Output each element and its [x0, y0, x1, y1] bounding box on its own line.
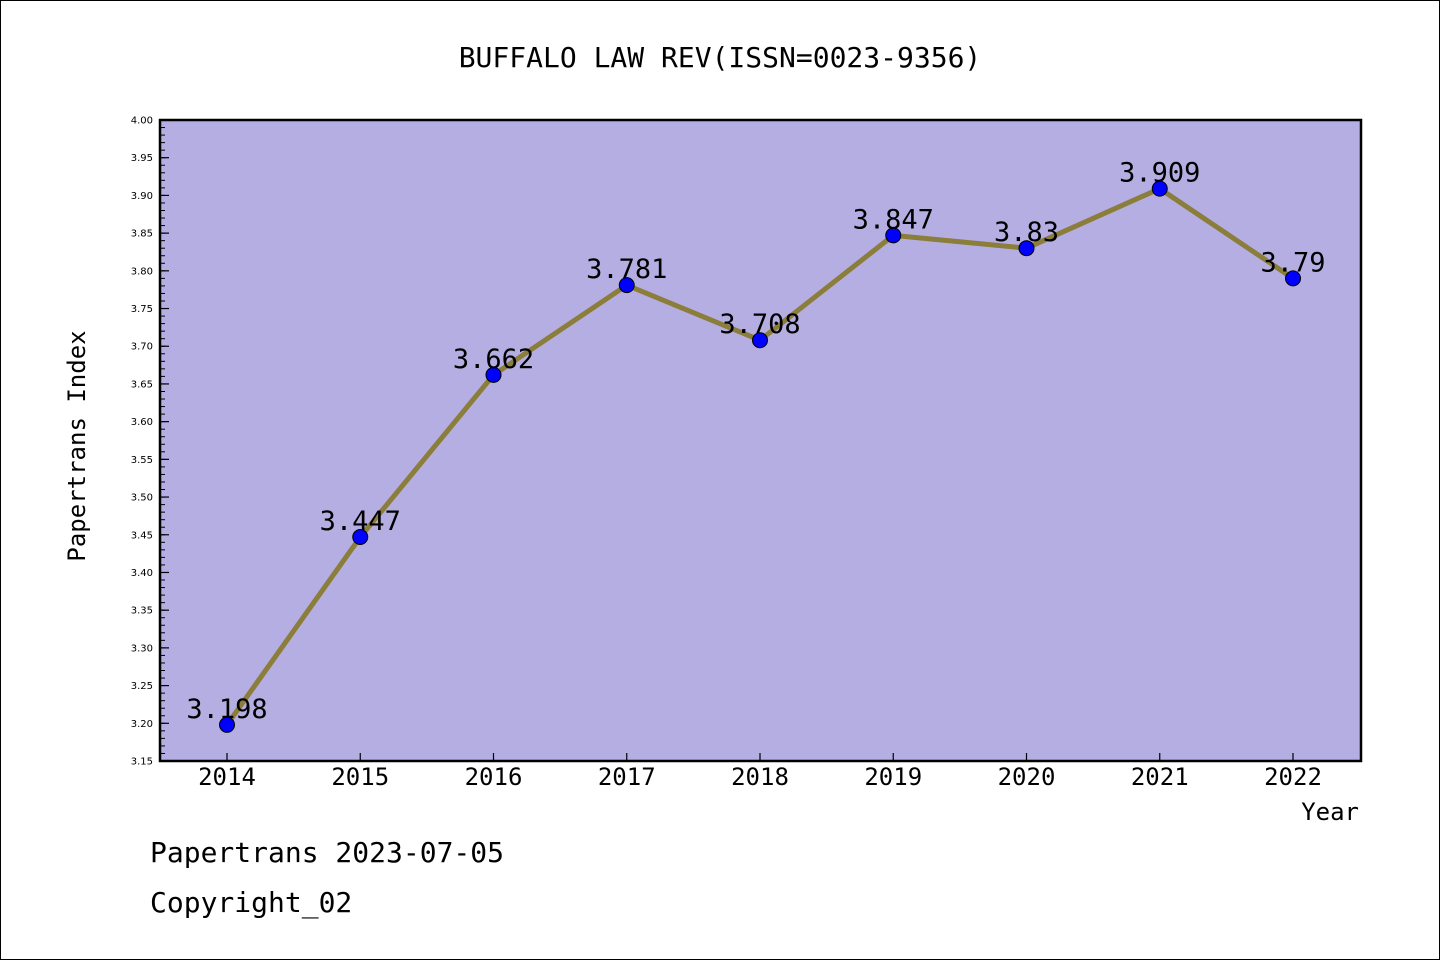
x-tick-label: 2015 [331, 763, 389, 791]
y-tick-label: 3.95 [131, 153, 153, 164]
y-tick-label: 3.65 [131, 379, 153, 390]
data-label: 3.847 [853, 204, 934, 235]
x-tick-label: 2022 [1264, 763, 1322, 791]
data-label: 3.83 [994, 217, 1059, 248]
data-point [885, 227, 902, 244]
data-label: 3.447 [320, 506, 401, 537]
data-point [1018, 240, 1035, 257]
plot-area [158, 118, 1363, 763]
y-tick-label: 3.85 [131, 229, 153, 240]
y-tick-label: 3.45 [131, 530, 153, 541]
x-tick-label: 2016 [465, 763, 523, 791]
data-point [618, 277, 635, 294]
x-tick-label: 2018 [731, 763, 789, 791]
data-label: 3.781 [586, 254, 667, 285]
footer-date: Papertrans 2023-07-05 [150, 836, 505, 869]
x-tick-label: 2017 [598, 763, 656, 791]
y-axis-title: Papertrans Index [63, 330, 91, 561]
data-label: 3.909 [1119, 158, 1200, 189]
data-point [485, 366, 502, 383]
y-tick-label: 3.20 [131, 719, 153, 730]
x-tick-label: 2019 [864, 763, 922, 791]
data-label: 3.662 [453, 344, 534, 375]
data-point [352, 529, 369, 546]
y-tick-label: 3.90 [131, 191, 153, 202]
chart-title: BUFFALO LAW REV(ISSN=0023-9356) [459, 41, 982, 74]
x-axis-title: Year [1301, 798, 1359, 826]
y-tick-label: 3.30 [131, 643, 153, 654]
data-point [752, 332, 768, 349]
x-tick-label: 2021 [1131, 763, 1189, 791]
data-point [219, 716, 235, 733]
x-tick-label: 2014 [198, 763, 256, 791]
data-point [1151, 180, 1168, 197]
y-tick-label: 3.60 [131, 417, 153, 428]
y-tick-label: 3.40 [131, 568, 153, 579]
data-label: 3.198 [186, 694, 267, 725]
y-tick-label: 3.15 [131, 757, 153, 768]
x-tick-label: 2020 [998, 763, 1056, 791]
y-tick-label: 3.50 [131, 493, 153, 504]
y-tick-label: 3.55 [131, 455, 153, 466]
data-label: 3.79 [1260, 247, 1325, 278]
y-tick-label: 3.25 [131, 681, 153, 692]
data-point [1285, 270, 1301, 287]
footer-copyright: Copyright_02 [150, 886, 353, 919]
y-tick-label: 3.75 [131, 304, 153, 315]
y-tick-label: 3.70 [131, 342, 153, 353]
y-tick-label: 3.80 [131, 266, 153, 277]
y-tick-label: 4.00 [131, 116, 153, 127]
data-label: 3.708 [719, 309, 800, 340]
y-tick-label: 3.35 [131, 606, 153, 617]
